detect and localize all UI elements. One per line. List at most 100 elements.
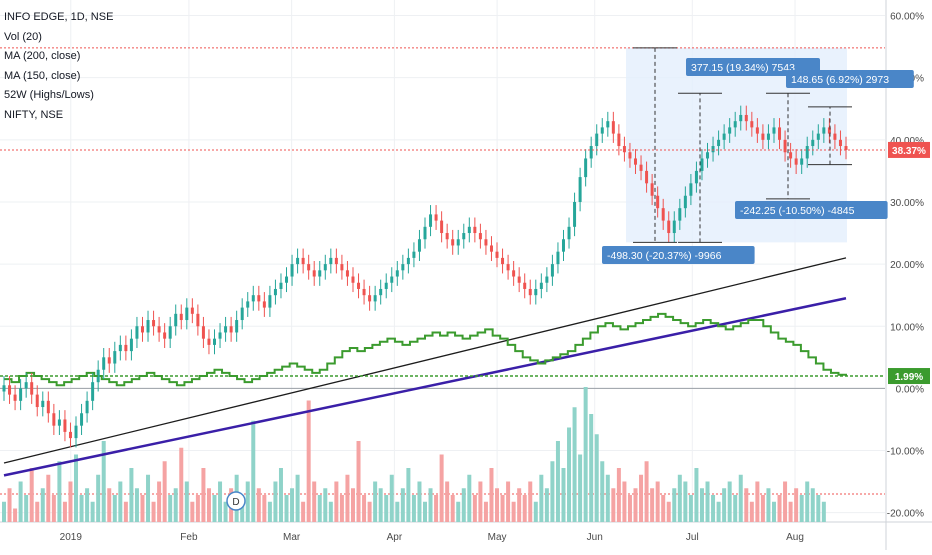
candle-body bbox=[523, 282, 527, 289]
candle-body bbox=[296, 257, 300, 265]
volume-bar bbox=[550, 461, 555, 522]
candle-body bbox=[539, 282, 543, 289]
candle-body bbox=[833, 133, 837, 140]
volume-bar bbox=[727, 481, 732, 522]
volume-bar bbox=[555, 441, 560, 522]
candle-body bbox=[113, 351, 117, 364]
volume-bar bbox=[683, 481, 688, 522]
volume-bar bbox=[356, 441, 361, 522]
candle-body bbox=[755, 127, 759, 134]
volume-bar bbox=[655, 481, 660, 522]
volume-bar bbox=[35, 501, 40, 522]
candle-body bbox=[506, 264, 510, 271]
candle-body bbox=[600, 127, 604, 134]
volume-bar bbox=[112, 495, 117, 522]
candle-body bbox=[290, 264, 294, 277]
volume-bar bbox=[495, 488, 500, 522]
volume-bar bbox=[46, 474, 51, 522]
volume-bar bbox=[389, 474, 394, 522]
candle-body bbox=[135, 326, 139, 339]
dividend-event-marker[interactable] bbox=[226, 491, 246, 511]
volume-bar bbox=[423, 501, 427, 522]
candle-body bbox=[329, 257, 333, 265]
volume-bar bbox=[805, 481, 810, 522]
ma200-line bbox=[3, 257, 847, 464]
candle-body bbox=[667, 220, 671, 234]
chart-legend: INFO EDGE, 1D, NSE Vol (20) MA (200, clo… bbox=[4, 8, 113, 125]
x-tick-label: May bbox=[488, 532, 507, 543]
volume-bar bbox=[511, 501, 516, 522]
candle-body bbox=[52, 413, 56, 426]
volume-bar bbox=[467, 474, 472, 522]
volume-bar bbox=[339, 495, 344, 522]
candle-body bbox=[528, 288, 532, 296]
volume-bar bbox=[777, 495, 782, 522]
volume-bar bbox=[328, 501, 333, 522]
indicator-ma150[interactable]: MA (150, close) bbox=[4, 69, 81, 82]
volume-bar bbox=[373, 481, 378, 522]
volume-bar bbox=[760, 495, 765, 522]
candle-body bbox=[822, 127, 826, 134]
candle-body bbox=[694, 170, 698, 184]
volume-bar bbox=[506, 481, 511, 522]
candle-body bbox=[224, 326, 228, 333]
x-tick-label: Feb bbox=[180, 532, 198, 543]
x-tick-label: Apr bbox=[387, 532, 403, 543]
candle-body bbox=[451, 239, 455, 246]
candle-body bbox=[201, 326, 205, 339]
volume-bar bbox=[583, 387, 588, 522]
volume-bar bbox=[212, 495, 217, 522]
volume-bar bbox=[107, 488, 112, 522]
current-price-label: 38.37% bbox=[892, 146, 926, 157]
candle-body bbox=[778, 127, 782, 140]
candle-body bbox=[717, 139, 721, 147]
x-tick-label: 2019 bbox=[60, 532, 83, 543]
volume-bar bbox=[18, 481, 23, 522]
volume-bar bbox=[411, 495, 416, 522]
volume-bar bbox=[40, 488, 45, 522]
candle-body bbox=[340, 264, 344, 271]
candle-body bbox=[19, 388, 23, 401]
candle-body bbox=[240, 307, 244, 321]
volume-bar bbox=[140, 495, 145, 522]
volume-bar bbox=[539, 474, 544, 522]
candle-body bbox=[440, 220, 444, 234]
candle-body bbox=[827, 127, 831, 134]
volume-bar bbox=[594, 434, 599, 522]
candle-body bbox=[750, 121, 754, 128]
symbol-title[interactable]: INFO EDGE, 1D, NSE bbox=[4, 11, 114, 23]
range-label-box[interactable] bbox=[735, 201, 888, 219]
candle-body bbox=[68, 431, 72, 439]
indicator-volume[interactable]: Vol (20) bbox=[4, 30, 42, 43]
candle-body bbox=[96, 369, 100, 383]
candle-body bbox=[672, 220, 676, 234]
candle-body bbox=[478, 233, 482, 240]
volume-bar bbox=[616, 468, 621, 522]
volume-bar bbox=[788, 501, 793, 522]
volume-bar bbox=[522, 495, 527, 522]
candle-body bbox=[412, 251, 416, 258]
candle-body bbox=[262, 301, 266, 308]
volume-bar bbox=[7, 488, 12, 522]
indicator-ma200[interactable]: MA (200, close) bbox=[4, 50, 81, 62]
volume-bar bbox=[146, 474, 151, 522]
volume-bar bbox=[406, 468, 411, 522]
indicator-nifty[interactable]: NIFTY, NSE bbox=[4, 108, 64, 121]
volume-bar bbox=[96, 474, 101, 522]
candle-body bbox=[484, 239, 488, 246]
range-label-box[interactable] bbox=[602, 246, 755, 264]
range-label-box[interactable] bbox=[786, 70, 914, 88]
candle-body bbox=[783, 139, 787, 153]
candle-body bbox=[550, 264, 554, 277]
candle-body bbox=[390, 276, 394, 283]
candle-body bbox=[174, 313, 178, 327]
candle-body bbox=[573, 201, 577, 227]
dividend-event-label: D bbox=[232, 497, 239, 508]
candle-body bbox=[46, 400, 50, 414]
indicator-52w[interactable]: 52W (Highs/Lows) bbox=[4, 89, 94, 101]
candle-body bbox=[517, 276, 521, 283]
candle-body bbox=[318, 270, 322, 277]
volume-bar bbox=[672, 488, 677, 522]
